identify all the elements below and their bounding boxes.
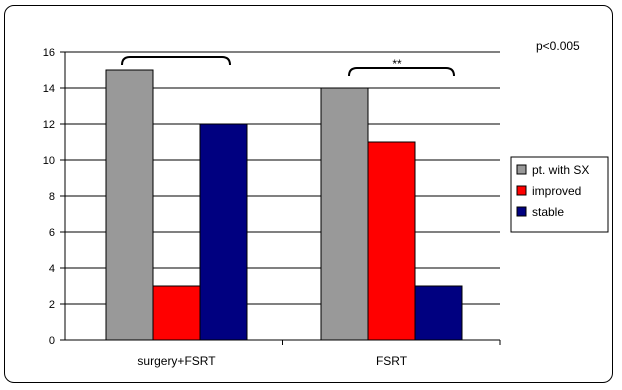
y-tick-label: 6 (49, 227, 55, 239)
bar (199, 123, 248, 341)
y-tick-label: 12 (43, 119, 55, 131)
bracket-surgery-fsrt (121, 56, 231, 66)
p-value-annotation: p<0.005 (536, 39, 580, 53)
y-tick-labels: 0 2 4 6 8 10 12 14 16 (43, 47, 55, 347)
bar (320, 87, 369, 341)
legend-label: improved (532, 184, 581, 198)
x-category-label: surgery+FSRT (137, 354, 216, 368)
x-category-labels: surgery+FSRT FSRT (137, 354, 407, 368)
y-tick-label: 8 (49, 191, 55, 203)
legend-box (510, 156, 609, 233)
legend-swatch (516, 164, 527, 175)
legend-label: pt. with SX (532, 163, 589, 177)
y-tick-label: 4 (49, 263, 55, 275)
bars (105, 69, 463, 341)
y-tick-label: 0 (49, 335, 55, 347)
axes (64, 52, 501, 345)
significance-stars: ** (392, 57, 402, 71)
y-tick-label: 2 (49, 299, 55, 311)
y-tick-label: 10 (43, 155, 55, 167)
legend: pt. with SX improved stable (510, 156, 609, 233)
significance-brackets (121, 56, 455, 77)
bar (152, 285, 201, 341)
x-category-label: FSRT (376, 354, 408, 368)
y-tick-label: 16 (43, 47, 55, 59)
bracket-fsrt (348, 67, 455, 77)
y-tick-label: 14 (43, 83, 55, 95)
legend-swatch (516, 206, 527, 217)
legend-label: stable (532, 205, 564, 219)
bar (105, 69, 154, 341)
bar (414, 285, 463, 341)
legend-swatch (516, 185, 527, 196)
bar (367, 141, 416, 341)
